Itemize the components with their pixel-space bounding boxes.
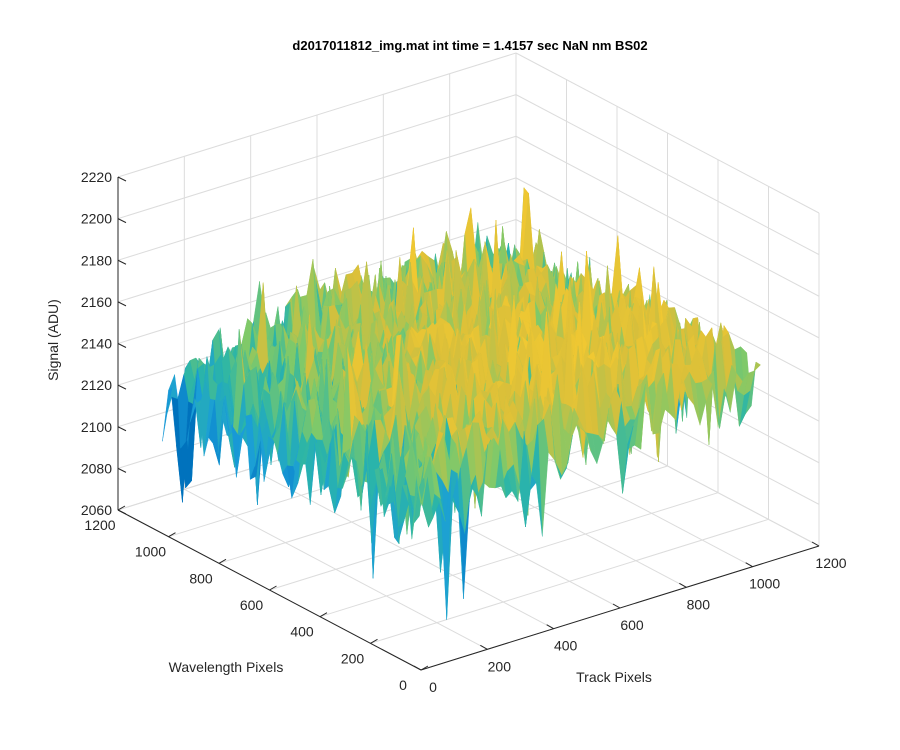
x-tick-label: 600 [620, 617, 644, 633]
z-tick-label: 2160 [81, 294, 112, 310]
x-tick-mark [612, 603, 621, 609]
chart-title: d2017011812_img.mat int time = 1.4157 se… [292, 38, 647, 53]
z-tick-mark [117, 301, 127, 307]
side-wall-grid-line [515, 52, 820, 214]
y-tick-mark [269, 585, 277, 591]
side-wall-grid-line [515, 135, 820, 297]
x-tick-label: 1000 [749, 576, 780, 592]
y-tick-label: 400 [290, 624, 314, 640]
z-tick-label: 2140 [81, 336, 112, 352]
y-tick-label: 1000 [135, 544, 166, 560]
y-tick-label: 0 [399, 677, 407, 693]
z-tick-mark [117, 426, 127, 432]
y-tick-mark [218, 558, 227, 564]
x-axis-label: Track Pixels [576, 669, 652, 685]
back-wall-grid-line [117, 177, 517, 303]
surface-patch [416, 476, 428, 506]
y-tick-mark [370, 638, 378, 644]
x-tick-mark [811, 541, 820, 547]
z-tick-mark [117, 176, 127, 182]
y-tick-label: 600 [240, 597, 264, 613]
y-tick-label: 1200 [84, 517, 115, 533]
y-tick-mark [117, 505, 126, 511]
x-tick-label: 800 [687, 596, 711, 612]
x-tick-mark [413, 665, 422, 671]
x-tick-mark [480, 644, 488, 650]
side-wall-grid-line [515, 219, 820, 380]
y-tick-label: 800 [189, 570, 213, 586]
z-tick-mark [117, 467, 127, 473]
surface-layer [162, 187, 761, 620]
y-tick-label: 200 [341, 650, 365, 666]
y-tick-mark [319, 612, 328, 618]
z-axis-label: Signal (ADU) [45, 299, 61, 381]
y-axis-label: Wavelength Pixels [169, 659, 284, 675]
z-tick-mark [117, 218, 127, 224]
x-tick-label: 0 [429, 679, 437, 695]
floor-grid-line [370, 518, 769, 644]
z-tick-label: 2220 [81, 169, 112, 185]
labels-layer: 0 200 400 600 800 1000 1200 0 200 400 600 800 1000 12… [45, 169, 847, 695]
z-tick-mark [117, 509, 127, 515]
back-wall-grid-line [117, 52, 517, 178]
z-tick-label: 2180 [81, 252, 112, 268]
z-tick-label: 2060 [81, 502, 112, 518]
x-tick-mark [546, 624, 554, 630]
x-tick-label: 200 [488, 658, 512, 674]
side-wall-grid-line [515, 177, 820, 339]
z-tick-label: 2100 [81, 419, 112, 435]
z-tick-mark [117, 343, 127, 348]
x-tick-label: 1200 [815, 555, 846, 571]
z-tick-mark [117, 384, 127, 390]
x-tick-mark [745, 562, 753, 568]
floor-grid-line [269, 465, 668, 591]
side-wall-grid-line [515, 94, 820, 256]
z-tick-mark [117, 259, 127, 265]
y-tick-mark [420, 665, 429, 671]
x-tick-mark [679, 582, 687, 588]
back-wall-grid-line [117, 135, 517, 261]
z-tick-label: 2200 [81, 211, 112, 227]
back-wall-grid-line [117, 94, 517, 220]
z-tick-label: 2080 [81, 460, 112, 476]
x-tick-label: 400 [554, 638, 578, 654]
floor-grid-line [319, 492, 719, 618]
y-tick-mark [168, 532, 176, 538]
z-tick-label: 2120 [81, 377, 112, 393]
axes-layer [117, 176, 820, 671]
